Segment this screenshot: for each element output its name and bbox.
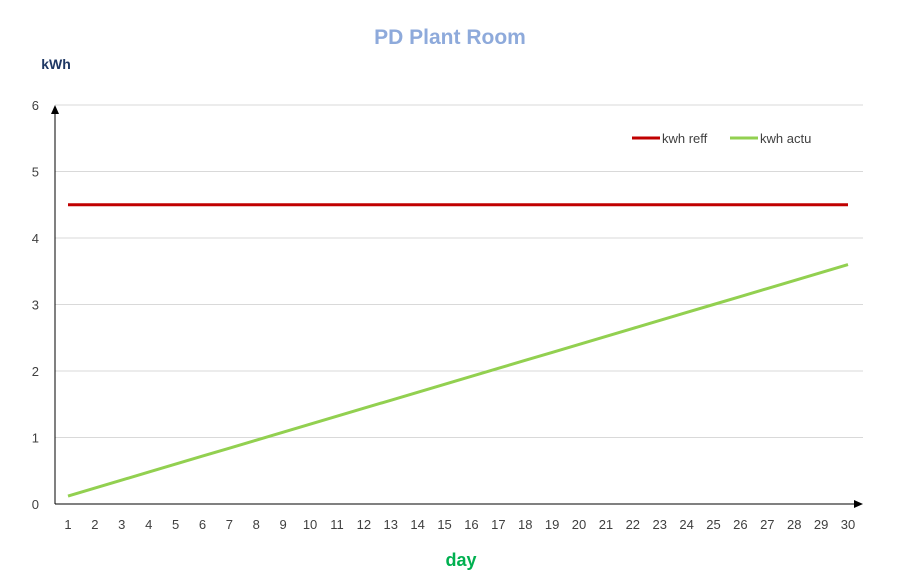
x-tick-label-8: 8 bbox=[253, 517, 260, 532]
x-tick-label-3: 3 bbox=[118, 517, 125, 532]
y-tick-label-4: 4 bbox=[32, 231, 39, 246]
x-axis-arrow bbox=[854, 500, 863, 508]
chart-title: PD Plant Room bbox=[374, 26, 526, 49]
y-axis-label: kWh bbox=[41, 56, 71, 72]
x-tick-label-21: 21 bbox=[599, 517, 613, 532]
x-tick-label-5: 5 bbox=[172, 517, 179, 532]
x-tick-label-22: 22 bbox=[626, 517, 640, 532]
x-tick-label-6: 6 bbox=[199, 517, 206, 532]
x-tick-label-1: 1 bbox=[64, 517, 71, 532]
gridlines bbox=[55, 104, 863, 438]
x-tick-label-24: 24 bbox=[679, 517, 693, 532]
x-tick-label-9: 9 bbox=[280, 517, 287, 532]
series-lines bbox=[67, 203, 849, 498]
y-tick-label-3: 3 bbox=[32, 298, 39, 313]
y-axis-arrow bbox=[51, 105, 59, 114]
legend-label-2: kwh actu bbox=[760, 131, 811, 146]
x-tick-label-30: 30 bbox=[841, 517, 855, 532]
series-line-2 bbox=[67, 263, 849, 498]
x-tick-label-2: 2 bbox=[91, 517, 98, 532]
x-tick-label-12: 12 bbox=[357, 517, 371, 532]
x-tick-label-14: 14 bbox=[410, 517, 424, 532]
x-tick-label-10: 10 bbox=[303, 517, 317, 532]
x-tick-label-23: 23 bbox=[652, 517, 666, 532]
x-tick-label-17: 17 bbox=[491, 517, 505, 532]
legend: kwh reff kwh actu bbox=[632, 131, 811, 146]
axes bbox=[51, 105, 863, 508]
x-tick-label-13: 13 bbox=[384, 517, 398, 532]
x-tick-label-28: 28 bbox=[787, 517, 801, 532]
x-tick-label-11: 11 bbox=[330, 517, 344, 532]
x-tick-label-15: 15 bbox=[437, 517, 451, 532]
y-tick-label-2: 2 bbox=[32, 364, 39, 379]
x-tick-label-29: 29 bbox=[814, 517, 828, 532]
x-tick-label-27: 27 bbox=[760, 517, 774, 532]
x-tick-label-7: 7 bbox=[226, 517, 233, 532]
y-tick-label-0: 0 bbox=[32, 497, 39, 512]
x-tick-label-18: 18 bbox=[518, 517, 532, 532]
x-tick-label-19: 19 bbox=[545, 517, 559, 532]
x-axis-label: day bbox=[445, 550, 476, 570]
x-tick-label-26: 26 bbox=[733, 517, 747, 532]
x-tick-label-20: 20 bbox=[572, 517, 586, 532]
x-tick-label-16: 16 bbox=[464, 517, 478, 532]
y-tick-label-1: 1 bbox=[32, 431, 39, 446]
x-tick-label-25: 25 bbox=[706, 517, 720, 532]
y-tick-label-6: 6 bbox=[32, 98, 39, 113]
x-tick-label-4: 4 bbox=[145, 517, 152, 532]
y-tick-label-5: 5 bbox=[32, 165, 39, 180]
legend-label-1: kwh reff bbox=[662, 131, 708, 146]
